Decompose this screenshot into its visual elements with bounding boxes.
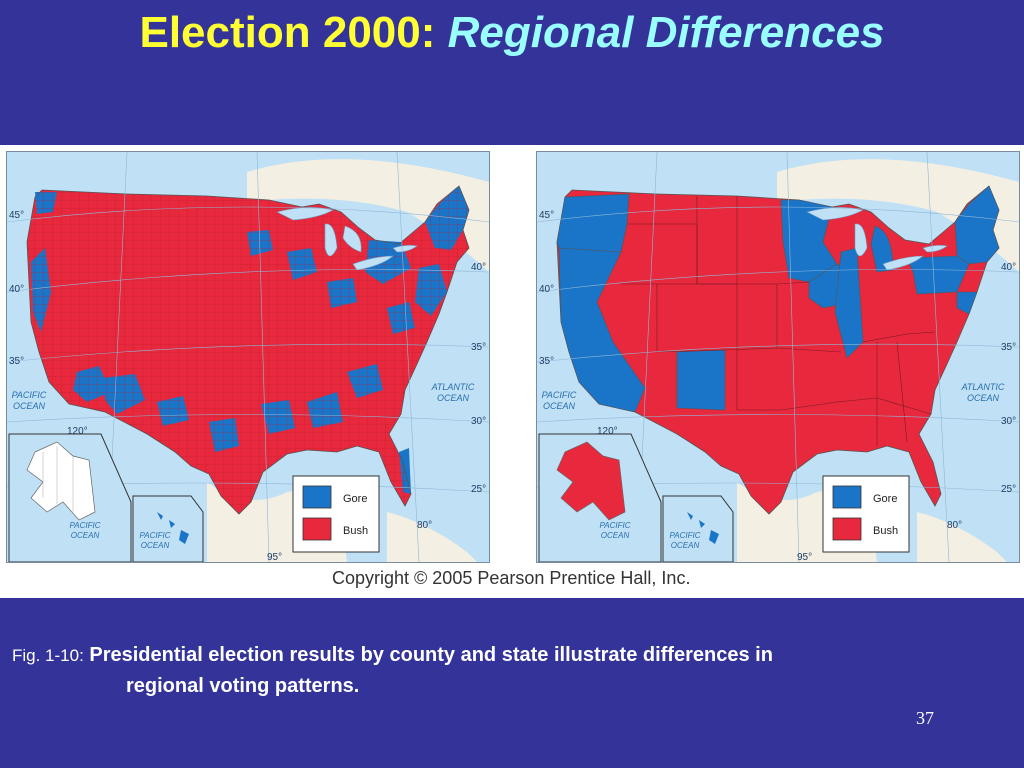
lat-label: 40°: [9, 284, 24, 295]
lon-label: 120°: [597, 426, 618, 437]
figure-caption: Fig. 1-10: Presidential election results…: [12, 640, 1012, 701]
lat-label: 35°: [471, 342, 486, 353]
svg-text:OCEAN: OCEAN: [13, 401, 46, 411]
legend-swatch-gore: [302, 485, 332, 509]
figure-panel: 45° 40° 35° 40° 35° 30° 25° 120° 95° 80°…: [0, 145, 1024, 598]
state-results-map: 45° 40° 35° 40° 35° 30° 25° 120° 95° 80°…: [536, 151, 1020, 563]
svg-text:OCEAN: OCEAN: [967, 393, 1000, 403]
legend-label-gore: Gore: [873, 493, 897, 505]
lat-label: 35°: [539, 356, 554, 367]
map-legend: Gore Bush: [822, 475, 910, 553]
latitude-labels: 45° 40° 35° 40° 35° 30° 25°: [539, 210, 1016, 495]
legend-swatch-bush: [832, 517, 862, 541]
legend-label-bush: Bush: [343, 525, 368, 537]
svg-text:ATLANTIC: ATLANTIC: [961, 382, 1005, 392]
svg-text:PACIFIC: PACIFIC: [600, 521, 631, 530]
lon-label: 95°: [797, 552, 812, 562]
svg-text:OCEAN: OCEAN: [543, 401, 576, 411]
ocean-labels: PACIFIC OCEAN ATLANTIC OCEAN: [542, 382, 1005, 411]
lat-label: 40°: [471, 262, 486, 273]
lon-label: 80°: [947, 520, 962, 531]
caption-line-1: Presidential election results by county …: [89, 644, 773, 666]
svg-text:OCEAN: OCEAN: [601, 531, 630, 540]
legend-swatch-bush: [302, 517, 332, 541]
legend-label-bush: Bush: [873, 525, 898, 537]
caption-line-2: regional voting patterns.: [126, 675, 360, 697]
page-number: 37: [916, 708, 934, 728]
lat-label: 40°: [1001, 262, 1016, 273]
svg-text:OCEAN: OCEAN: [71, 531, 100, 540]
lon-label: 120°: [67, 426, 88, 437]
lat-label: 40°: [539, 284, 554, 295]
lat-label: 35°: [9, 356, 24, 367]
longitude-labels: 120° 95° 80°: [597, 426, 962, 562]
lat-label: 30°: [471, 416, 486, 427]
legend-label-gore: Gore: [343, 493, 367, 505]
svg-text:PACIFIC: PACIFIC: [70, 521, 101, 530]
lat-label: 45°: [9, 210, 24, 221]
svg-text:PACIFIC: PACIFIC: [12, 390, 47, 400]
hawaii-inset: PACIFIC OCEAN: [662, 495, 734, 562]
svg-text:OCEAN: OCEAN: [141, 541, 170, 550]
map-legend: Gore Bush: [292, 475, 380, 553]
legend-swatch-gore: [832, 485, 862, 509]
svg-text:PACIFIC: PACIFIC: [670, 531, 701, 540]
alaska-inset: PACIFIC OCEAN: [538, 433, 662, 562]
state-boundaries: [621, 196, 936, 446]
great-lakes: [276, 207, 418, 271]
lon-label: 80°: [417, 520, 432, 531]
svg-text:OCEAN: OCEAN: [437, 393, 470, 403]
hawaii-inset: PACIFIC OCEAN: [132, 495, 204, 562]
svg-text:PACIFIC: PACIFIC: [140, 531, 171, 540]
title-main: Election 2000:: [139, 8, 436, 57]
lat-label: 35°: [1001, 342, 1016, 353]
lon-label: 95°: [267, 552, 282, 562]
lat-label: 45°: [539, 210, 554, 221]
gore-states: [556, 185, 1000, 413]
alaska-inset: PACIFIC OCEAN: [8, 433, 132, 562]
svg-text:PACIFIC: PACIFIC: [542, 390, 577, 400]
title-accent: Regional Differences: [447, 8, 885, 57]
county-results-map: 45° 40° 35° 40° 35° 30° 25° 120° 95° 80°…: [6, 151, 490, 563]
great-lakes: [806, 207, 948, 271]
slide-title: Election 2000: Regional Differences: [0, 8, 1024, 58]
latitude-labels: 45° 40° 35° 40° 35° 30° 25°: [9, 210, 486, 495]
caption-label: Fig. 1-10:: [12, 646, 84, 665]
svg-text:OCEAN: OCEAN: [671, 541, 700, 550]
copyright-notice: Copyright © 2005 Pearson Prentice Hall, …: [332, 568, 691, 588]
svg-text:ATLANTIC: ATLANTIC: [431, 382, 475, 392]
lat-label: 25°: [471, 484, 486, 495]
lat-label: 30°: [1001, 416, 1016, 427]
longitude-labels: 120° 95° 80°: [67, 426, 432, 562]
lat-label: 25°: [1001, 484, 1016, 495]
ocean-labels: PACIFIC OCEAN ATLANTIC OCEAN: [12, 382, 475, 411]
